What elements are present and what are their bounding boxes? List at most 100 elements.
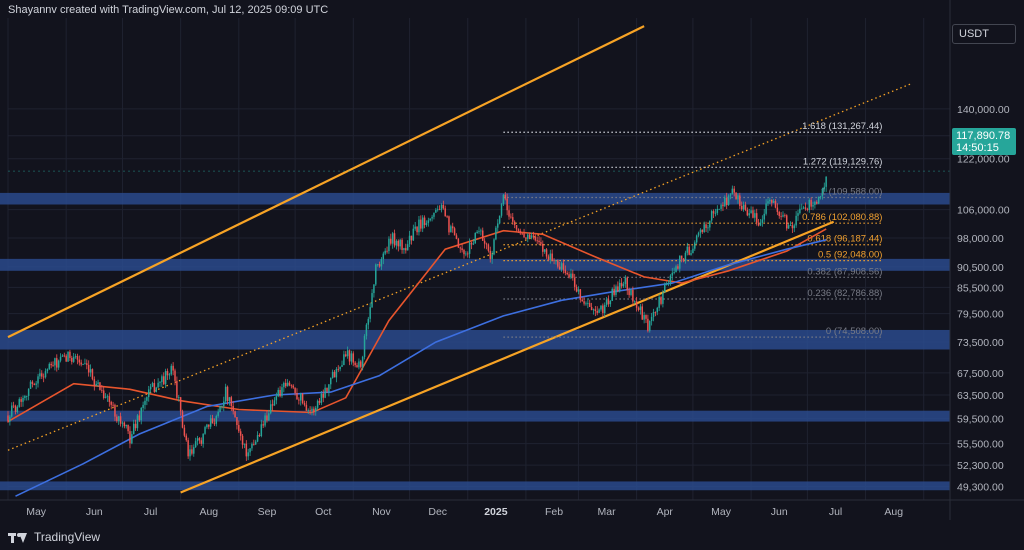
candle-body <box>744 204 747 211</box>
candle-body <box>245 443 248 457</box>
candle-body <box>373 284 375 294</box>
time-tick-label: Jul <box>829 506 842 518</box>
candle-body <box>459 247 461 249</box>
candle-body <box>536 240 538 242</box>
candle-body <box>757 222 760 226</box>
candle-body <box>770 199 773 203</box>
candle-body <box>74 356 77 358</box>
candle-body <box>795 215 797 226</box>
candle-body <box>547 256 550 260</box>
candle-body <box>320 393 323 403</box>
candle-body <box>618 282 621 291</box>
candle-body <box>56 358 58 368</box>
candle-body <box>18 399 21 407</box>
candle-body <box>228 397 231 401</box>
candle-body <box>573 277 576 287</box>
candle-body <box>787 225 790 229</box>
candle-body <box>335 368 338 378</box>
candle-body <box>817 196 820 204</box>
price-tick-label: 63,500.00 <box>957 390 1004 402</box>
candle-body <box>816 202 818 204</box>
candle-body <box>714 212 717 214</box>
candle-body <box>209 418 212 427</box>
candle-body <box>219 406 221 412</box>
currency-selector[interactable]: USDT <box>952 24 1016 44</box>
candle-body <box>703 224 705 233</box>
candle-body <box>590 306 593 311</box>
candle-body <box>241 435 244 445</box>
candle-body <box>39 373 41 377</box>
candle-body <box>35 383 37 385</box>
candle-body <box>164 371 167 385</box>
candle-body <box>594 309 597 312</box>
candle-body <box>480 230 482 232</box>
candle-body <box>213 423 216 425</box>
candle-body <box>588 303 591 307</box>
tradingview-logo-icon <box>8 530 28 544</box>
candle-body <box>461 248 463 251</box>
price-tick-label: 59,500.00 <box>957 414 1004 426</box>
candle-body <box>701 229 704 233</box>
candle-body <box>101 389 103 391</box>
candle-body <box>14 405 17 413</box>
candle-body <box>226 386 229 401</box>
candle-body <box>191 449 193 454</box>
candle-body <box>72 357 75 362</box>
candle-body <box>22 397 24 402</box>
candle-body <box>110 401 112 405</box>
fib-level-label: 0.618 (96,187.44) <box>807 234 882 245</box>
candle-body <box>412 228 415 241</box>
candle-body <box>333 371 336 378</box>
candle-body <box>172 365 174 371</box>
candle-body <box>44 371 47 378</box>
candle-body <box>176 380 178 398</box>
candle-body <box>305 404 308 411</box>
candle-body <box>669 275 672 284</box>
candle-body <box>204 427 206 434</box>
candle-body <box>87 364 90 373</box>
candle-body <box>251 443 253 449</box>
candle-body <box>221 406 223 407</box>
fib-level-label: 1.618 (131,267.44) <box>802 121 882 132</box>
candle-body <box>611 288 613 301</box>
candle-body <box>360 361 362 367</box>
candle-body <box>243 443 246 445</box>
candle-body <box>391 233 394 244</box>
candle-body <box>194 441 197 448</box>
candle-body <box>414 226 416 229</box>
candle-body <box>647 318 649 331</box>
candle-body <box>517 229 520 231</box>
candle-body <box>435 209 437 213</box>
candle-body <box>12 405 15 407</box>
price-tick-label: 85,500.00 <box>957 282 1004 294</box>
candle-body <box>560 263 563 270</box>
candle-body <box>482 230 484 241</box>
tradingview-branding[interactable]: TradingView <box>8 528 100 546</box>
candle-body <box>330 378 332 385</box>
candle-body <box>521 233 523 235</box>
candle-body <box>812 204 814 207</box>
price-tick-label: 79,500.00 <box>957 309 1004 321</box>
candle-body <box>534 236 537 241</box>
candle-body <box>633 301 636 303</box>
candle-body <box>801 208 803 210</box>
candle-body <box>27 388 30 396</box>
candle-body <box>500 204 503 216</box>
candle-body <box>453 228 456 236</box>
candle-body <box>776 207 779 212</box>
candle-body <box>86 363 88 365</box>
candle-body <box>376 264 379 265</box>
candle-body <box>125 424 127 427</box>
candle-body <box>729 194 732 196</box>
fib-level-label: 0.786 (102,080.88) <box>802 212 882 223</box>
candle-body <box>549 253 552 260</box>
candle-body <box>365 324 368 336</box>
price-tick-label: 73,500.00 <box>957 337 1004 349</box>
candle-body <box>427 220 430 224</box>
candle-body <box>138 415 141 421</box>
candle-body <box>587 303 589 304</box>
candle-body <box>491 254 493 259</box>
candle-body <box>797 213 799 216</box>
candle-body <box>273 400 276 406</box>
